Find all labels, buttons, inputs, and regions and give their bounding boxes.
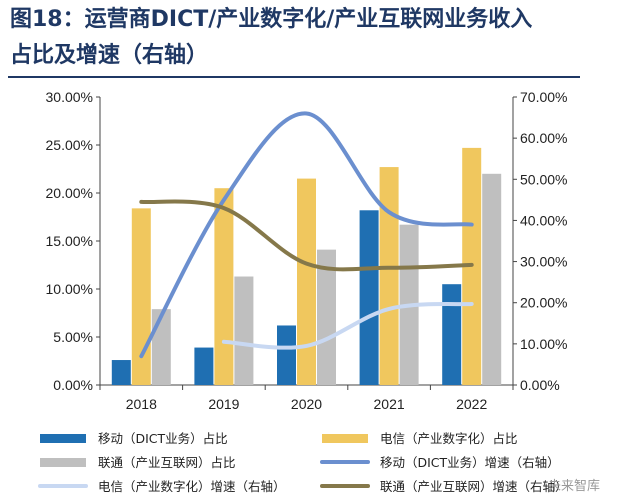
legend-swatch-bar <box>40 434 86 443</box>
left-axis-tick-label: 5.00% <box>53 329 93 345</box>
chart-title-line1: 图18：运营商DICT/产业数字化/产业互联网业务收入 <box>10 7 533 32</box>
x-axis-tick-label: 2020 <box>291 396 322 412</box>
bar-3-2022 <box>482 173 502 385</box>
right-axis-tick-label: 20.00% <box>520 295 567 311</box>
x-axis-tick-label: 2019 <box>208 396 239 412</box>
bar-2-2021 <box>379 167 399 385</box>
right-axis-tick-label: 70.00% <box>520 89 567 105</box>
left-axis-tick-label: 30.00% <box>46 89 93 105</box>
bar-2-2020 <box>297 178 316 385</box>
bar-1-2018 <box>111 360 131 385</box>
right-axis-tick-label: 40.00% <box>520 212 567 228</box>
bar-2-2019 <box>214 188 234 385</box>
legend-label: 移动（DICT业务）占比 <box>98 431 228 446</box>
left-axis-tick-label: 20.00% <box>46 185 93 201</box>
right-axis-tick-label: 60.00% <box>520 130 567 146</box>
x-axis-tick-label: 2018 <box>126 396 157 412</box>
title-divider <box>8 76 580 78</box>
plot-area: 0.00% 5.00% 10.00% 15.00% 20.00% 25.00% 30.00%… <box>46 89 568 412</box>
right-axis-tick-label: 30.00% <box>520 254 567 270</box>
chart-title-line2: 占比及增速（右轴） <box>10 43 209 68</box>
bar-2-2018 <box>131 208 151 385</box>
legend-label: 电信（产业数字化）占比 <box>380 431 518 446</box>
left-axis-tick-label: 10.00% <box>46 281 93 297</box>
watermark: 未来智库 <box>548 478 600 494</box>
legend-label: 移动（DICT业务）增速（右轴） <box>380 455 560 470</box>
chart-title: 图18：运营商DICT/产业数字化/产业互联网业务收入 占比及增速（右轴） <box>10 2 620 74</box>
bar-3-2020 <box>317 249 336 385</box>
legend-swatch-bar <box>40 458 86 467</box>
bar-3-2018 <box>151 309 171 385</box>
bar-3-2019 <box>234 276 254 385</box>
legend-swatch-bar <box>322 434 368 443</box>
left-axis-tick-label: 25.00% <box>46 137 93 153</box>
x-axis-tick-label: 2022 <box>456 396 487 412</box>
line-series-3 <box>139 199 474 272</box>
bar-1-2021 <box>359 210 379 385</box>
left-axis-tick-label: 15.00% <box>46 233 93 249</box>
legend-label: 联通（产业互联网）占比 <box>98 455 236 470</box>
left-axis-tick-label: 0.00% <box>53 377 93 393</box>
right-axis-tick-label: 0.00% <box>520 377 560 393</box>
line-series-2 <box>221 301 474 350</box>
bar-1-2019 <box>194 347 214 385</box>
bar-1-2022 <box>442 284 462 385</box>
right-axis-tick-label: 10.00% <box>520 336 567 352</box>
x-axis-tick-label: 2021 <box>374 396 405 412</box>
right-axis-tick-label: 50.00% <box>520 171 567 187</box>
legend-label: 电信（产业数字化）增速（右轴） <box>98 479 286 494</box>
line-series-1 <box>139 111 474 359</box>
bar-1-2020 <box>277 325 296 385</box>
legend-label: 联通（产业互联网）增速（右轴） <box>380 479 568 494</box>
